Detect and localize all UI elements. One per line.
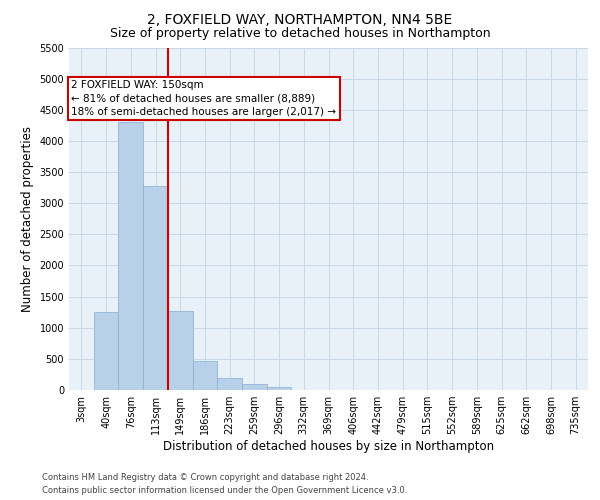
Bar [118, 122, 143, 390]
Bar [242, 384, 267, 390]
Bar [94, 312, 118, 390]
Text: 2, FOXFIELD WAY, NORTHAMPTON, NN4 5BE: 2, FOXFIELD WAY, NORTHAMPTON, NN4 5BE [148, 12, 452, 26]
Bar [267, 387, 292, 390]
Text: Size of property relative to detached houses in Northampton: Size of property relative to detached ho… [110, 28, 490, 40]
Text: Contains HM Land Registry data © Crown copyright and database right 2024.
Contai: Contains HM Land Registry data © Crown c… [42, 474, 407, 495]
Y-axis label: Number of detached properties: Number of detached properties [21, 126, 34, 312]
Text: 2 FOXFIELD WAY: 150sqm
← 81% of detached houses are smaller (8,889)
18% of semi-: 2 FOXFIELD WAY: 150sqm ← 81% of detached… [71, 80, 337, 117]
Bar [193, 362, 217, 390]
X-axis label: Distribution of detached houses by size in Northampton: Distribution of detached houses by size … [163, 440, 494, 453]
Bar [168, 311, 193, 390]
Bar [217, 378, 242, 390]
Bar [143, 186, 168, 390]
